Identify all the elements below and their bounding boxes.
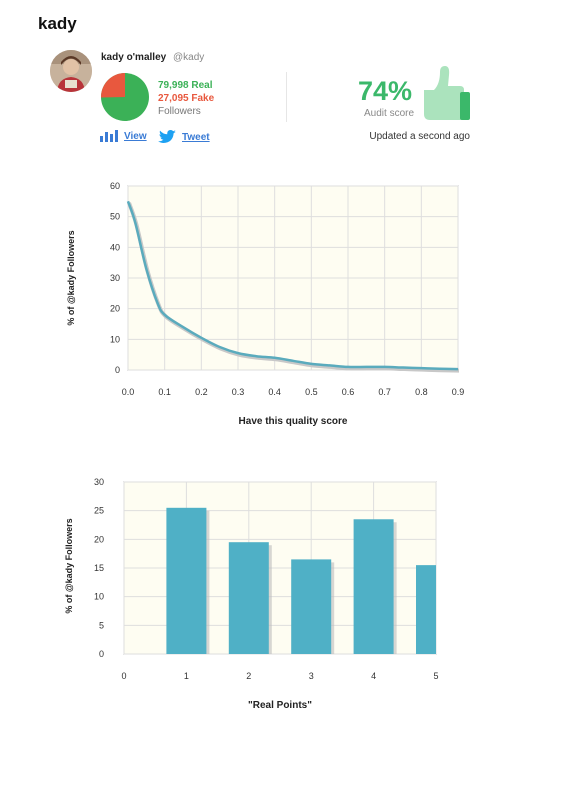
real-count: 79,998 Real	[158, 80, 213, 91]
bar-y-tick-label: 15	[94, 563, 104, 573]
bar-y-tick-label: 20	[94, 534, 104, 544]
bar-x-tick-label: 4	[371, 671, 376, 681]
bar	[353, 519, 394, 654]
line-x-label: Have this quality score	[239, 416, 348, 427]
line-x-tick-label: 0.0	[122, 387, 135, 397]
line-x-tick-label: 0.1	[158, 387, 171, 397]
line-y-tick-label: 60	[110, 181, 120, 191]
line-x-tick-label: 0.5	[305, 387, 318, 397]
bar-y-tick-label: 0	[99, 649, 104, 659]
bar-y-ticks: 0 5 10 15 20 25 30	[94, 477, 104, 659]
line-x-ticks: 0.0 0.1 0.2 0.3 0.4 0.5 0.6 0.7 0.8 0.9	[122, 387, 465, 397]
bar-x-label: "Real Points"	[248, 700, 312, 711]
pie-slice-fake	[101, 73, 125, 98]
line-x-tick-label: 0.2	[195, 387, 208, 397]
line-y-ticks: 0 10 20 30 40 50 60	[110, 181, 120, 375]
profile-name: kady o'malley	[101, 52, 167, 63]
bar-y-tick-label: 30	[94, 477, 104, 487]
bar-y-label: % of @kady Followers	[64, 518, 74, 613]
line-x-tick-label: 0.4	[268, 387, 281, 397]
view-label: View	[124, 130, 147, 142]
divider	[286, 72, 287, 122]
bar-x-tick-label: 3	[309, 671, 314, 681]
bar	[291, 559, 332, 654]
bar-chart-icon	[100, 130, 118, 142]
line-x-tick-label: 0.6	[342, 387, 355, 397]
profile-handle: @kady	[172, 52, 205, 63]
line-y-tick-label: 20	[110, 304, 120, 314]
line-x-tick-label: 0.3	[232, 387, 245, 397]
bar-series	[166, 507, 436, 654]
avatar[interactable]	[50, 50, 92, 92]
line-y-label: % of @kady Followers	[66, 230, 76, 325]
twitter-bird-icon	[158, 130, 176, 143]
bar-x-tick-label: 2	[246, 671, 251, 681]
updated-timestamp: Updated a second ago	[369, 131, 470, 142]
line-y-tick-label: 50	[110, 212, 120, 222]
line-y-tick-label: 10	[110, 334, 120, 344]
fake-count: 27,095 Fake	[158, 93, 215, 104]
profile-card: kady o'malley @kady 79,998 Real 27,095 F…	[50, 50, 490, 150]
line-x-tick-label: 0.8	[415, 387, 428, 397]
bar	[166, 507, 207, 654]
line-x-tick-label: 0.7	[378, 387, 391, 397]
followers-pie-chart	[101, 73, 149, 121]
bar	[228, 542, 269, 654]
bar-x-tick-label: 1	[184, 671, 189, 681]
line-x-tick-label: 0.9	[452, 387, 465, 397]
tweet-label: Tweet	[182, 131, 210, 143]
bar-y-tick-label: 5	[99, 620, 104, 630]
bar-x-tick-label: 5	[433, 671, 438, 681]
page-title: kady	[38, 14, 77, 33]
bar-x-ticks: 0 1 2 3 4 5	[121, 671, 438, 681]
line-series	[126, 200, 459, 371]
line-y-tick-label: 0	[115, 365, 120, 375]
audit-score-label: Audit score	[364, 108, 415, 119]
thumbs-up-icon	[424, 66, 470, 120]
bar-x-tick-label: 0	[121, 671, 126, 681]
real-points-bar-chart: 0 5 10 15 20 25 30 0 1 2 3 4 5 % of @kady Followers…	[64, 477, 439, 711]
tweet-link[interactable]: Tweet	[158, 130, 210, 144]
view-link[interactable]: View	[100, 130, 147, 142]
bar-y-tick-label: 10	[94, 592, 104, 602]
bar	[416, 565, 436, 654]
followers-label: Followers	[158, 106, 201, 117]
bar-y-tick-label: 25	[94, 506, 104, 516]
line-y-tick-label: 30	[110, 273, 120, 283]
line-y-tick-label: 40	[110, 242, 120, 252]
line-grid	[127, 185, 459, 371]
audit-score: 74%	[358, 76, 413, 106]
